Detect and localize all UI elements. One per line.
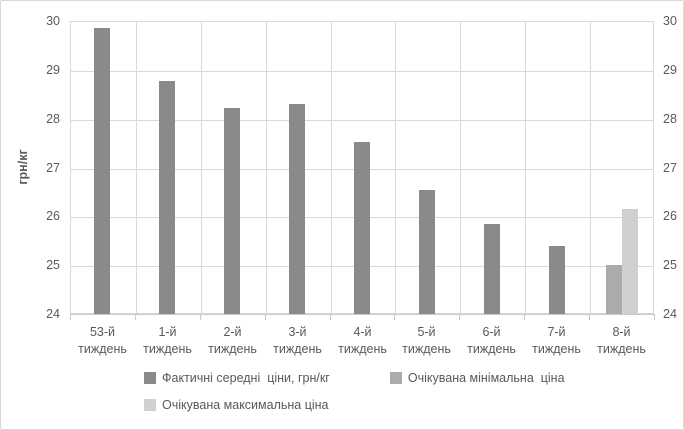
y-tick-label-right: 30 bbox=[663, 14, 677, 28]
x-axis-line bbox=[70, 314, 655, 315]
bar bbox=[159, 81, 175, 314]
legend-item: Фактичні середні ціни, грн/кг bbox=[144, 370, 330, 386]
x-category-label: 5-й тиждень bbox=[402, 325, 451, 356]
x-axis-tick bbox=[70, 315, 71, 320]
gridline-horizontal bbox=[71, 70, 653, 72]
x-axis-tick bbox=[654, 315, 655, 320]
x-category-label: 7-й тиждень bbox=[532, 325, 581, 356]
bar bbox=[622, 209, 638, 314]
y-tick-label-right: 28 bbox=[663, 111, 677, 126]
gridline-horizontal bbox=[71, 119, 653, 121]
legend-swatch bbox=[144, 372, 156, 384]
bar bbox=[484, 223, 500, 314]
x-axis-tick bbox=[200, 315, 201, 320]
x-category-label: 4-й тиждень bbox=[338, 325, 387, 356]
x-axis-tick bbox=[135, 315, 136, 320]
x-axis-tick bbox=[524, 315, 525, 320]
x-axis-tick bbox=[459, 315, 460, 320]
gridline-vertical bbox=[136, 22, 137, 313]
bar bbox=[354, 142, 370, 314]
y-tick-label-left: 30 bbox=[46, 14, 60, 28]
y-tick-label-left: 26 bbox=[46, 209, 60, 224]
legend-label: Очікувана максимальна ціна bbox=[162, 398, 329, 412]
bar bbox=[549, 245, 565, 314]
legend-item: Очікувана максимальна ціна bbox=[144, 397, 329, 413]
gridline-vertical bbox=[395, 22, 396, 313]
y-tick-label-right: 25 bbox=[663, 258, 677, 273]
x-category-label: 6-й тиждень bbox=[467, 325, 516, 356]
y-tick-label-right: 24 bbox=[663, 307, 677, 321]
y-tick-label-left: 27 bbox=[46, 160, 60, 175]
legend-swatch bbox=[144, 399, 156, 411]
bar bbox=[606, 265, 622, 314]
y-tick-label-left: 24 bbox=[46, 307, 60, 321]
y-tick-label-right: 27 bbox=[663, 160, 677, 175]
legend-swatch bbox=[389, 372, 402, 384]
y-tick-label-right: 26 bbox=[663, 209, 677, 224]
x-category-label: 2-й тиждень bbox=[208, 325, 257, 356]
bar bbox=[224, 107, 240, 314]
gridline-vertical bbox=[460, 22, 461, 313]
y-tick-label-left: 25 bbox=[46, 258, 60, 273]
gridline-vertical bbox=[331, 22, 332, 313]
gridline-vertical bbox=[590, 22, 591, 313]
x-axis-tick bbox=[589, 315, 590, 320]
x-axis-tick bbox=[394, 315, 395, 320]
bar bbox=[289, 104, 305, 314]
x-category-label: 1-й тиждень bbox=[143, 325, 192, 356]
bar bbox=[419, 190, 435, 314]
y-tick-label-left: 28 bbox=[46, 111, 60, 126]
gridline-vertical bbox=[201, 22, 202, 313]
y-tick-label-left: 29 bbox=[46, 62, 60, 77]
x-axis-tick bbox=[265, 315, 266, 320]
gridline-vertical bbox=[525, 22, 526, 313]
y-tick-label-right: 29 bbox=[663, 62, 677, 77]
legend-label: Очікувана мінімальна ціна bbox=[407, 371, 565, 385]
legend-label: Фактичні середні ціни, грн/кг bbox=[162, 371, 330, 385]
x-category-label: 8-й тиждень bbox=[597, 325, 646, 356]
x-category-label: 53-й тиждень bbox=[78, 325, 127, 356]
x-category-label: 3-й тиждень bbox=[273, 325, 322, 356]
bar bbox=[94, 28, 110, 314]
x-axis-tick bbox=[330, 315, 331, 320]
legend: Фактичні середні ціни, грн/кг Очікувана м… bbox=[144, 370, 683, 413]
legend-item: Очікувана мінімальна ціна bbox=[389, 370, 565, 386]
gridline-vertical bbox=[266, 22, 267, 313]
